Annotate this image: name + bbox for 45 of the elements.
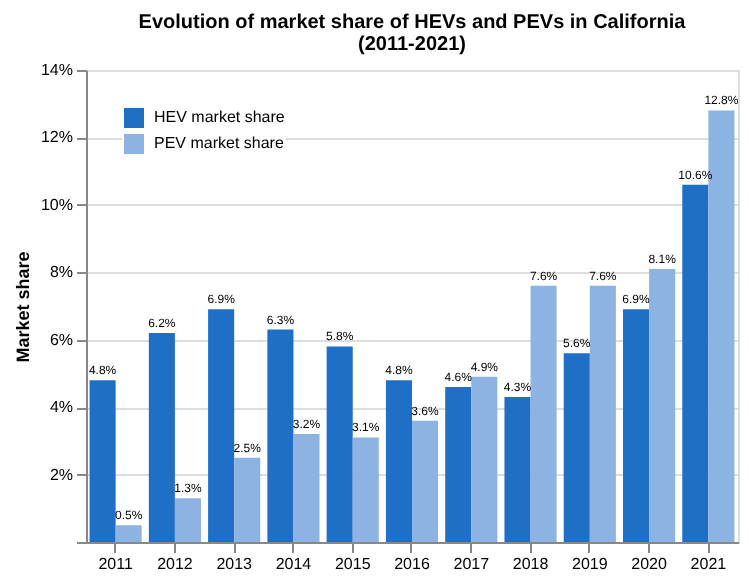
x-tick-label: 2015	[334, 555, 372, 573]
x-tick-label: 2020	[631, 555, 668, 573]
bar	[234, 457, 261, 542]
bar	[89, 380, 116, 542]
bar	[115, 525, 142, 542]
x-tick-label: 2016	[394, 555, 431, 573]
x-tick-label: 2019	[572, 555, 609, 573]
x-tick-label: 2018	[512, 555, 550, 573]
bar	[267, 329, 294, 542]
legend-label: PEV market share	[154, 134, 285, 152]
bar	[445, 386, 472, 542]
bar	[708, 110, 735, 542]
bar	[326, 346, 353, 542]
bar	[352, 437, 379, 542]
bar	[293, 434, 320, 542]
bar	[623, 309, 650, 542]
bar	[471, 376, 498, 542]
bar	[148, 332, 175, 542]
y-tick-label: 2%	[49, 465, 73, 484]
x-tick-label: 2011	[98, 555, 134, 573]
y-tick-label: 4%	[49, 398, 73, 417]
bar	[385, 380, 412, 542]
y-tick-label: 8%	[49, 263, 73, 282]
chart-subtitle: (2011-2021)	[358, 34, 466, 56]
bar	[504, 397, 531, 542]
bar	[530, 285, 557, 542]
bar	[589, 285, 616, 542]
x-tick-label: 2017	[453, 555, 491, 573]
x-tick-label: 2012	[157, 555, 194, 573]
y-tick-label: 14%	[40, 61, 73, 79]
bar	[208, 309, 235, 542]
y-tick-label: 12%	[40, 128, 73, 147]
legend-label: HEV market share	[154, 108, 286, 126]
y-axis-title: Market share	[12, 251, 33, 363]
chart-title: Evolution of market share of HEVs and PEVs in California	[138, 12, 687, 34]
bar	[174, 498, 201, 542]
bar	[412, 420, 439, 542]
x-tick-label: 2021	[690, 555, 728, 573]
bar	[563, 353, 590, 542]
bar	[649, 268, 676, 542]
y-tick-label: 6%	[49, 330, 73, 349]
x-tick-label: 2013	[216, 555, 254, 573]
x-tick-label: 2014	[275, 555, 313, 573]
bar	[682, 184, 709, 542]
y-tick-label: 10%	[40, 195, 73, 214]
